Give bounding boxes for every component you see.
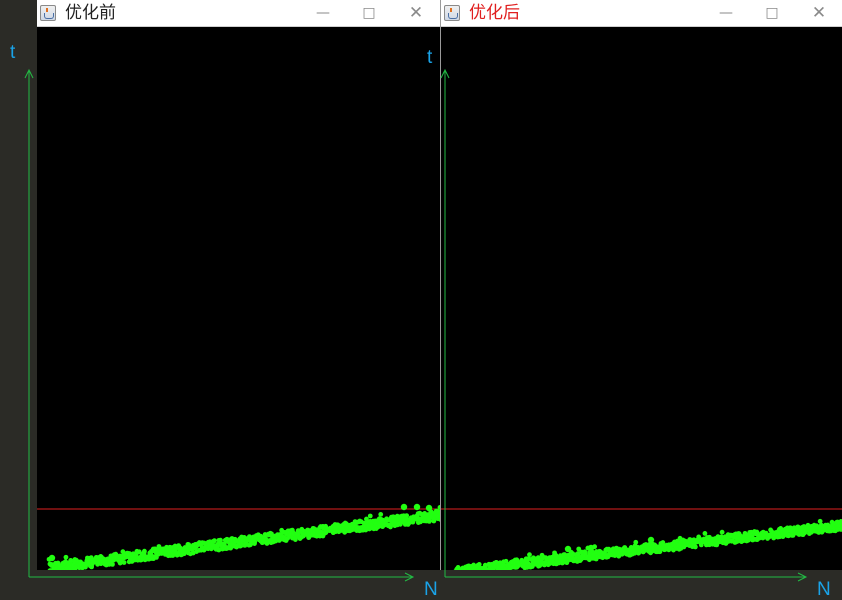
data-point xyxy=(413,503,421,511)
minimize-icon[interactable]: — xyxy=(719,5,733,21)
java-app-icon xyxy=(40,5,56,21)
titlebar[interactable]: 优化前 — □ ✕ xyxy=(37,0,440,27)
data-point xyxy=(476,562,482,567)
data-point xyxy=(647,536,655,544)
window-title: 优化后 xyxy=(469,3,520,23)
data-point xyxy=(110,561,115,567)
data-point xyxy=(769,529,775,534)
scatter-plot xyxy=(37,503,440,570)
window-before-optimization: 优化前 — □ ✕ xyxy=(37,0,441,570)
right-y-axis-label: t xyxy=(427,47,433,68)
data-point xyxy=(576,546,582,552)
data-point xyxy=(660,540,666,545)
data-point xyxy=(400,503,408,511)
data-point xyxy=(426,518,432,524)
right-x-axis-label: N xyxy=(817,579,831,600)
data-point xyxy=(48,554,56,562)
left-x-axis-label: N xyxy=(424,579,438,600)
left-y-axis-arrow xyxy=(24,68,34,79)
data-point xyxy=(68,558,74,563)
data-point xyxy=(252,539,258,545)
maximize-icon[interactable]: □ xyxy=(362,5,376,21)
data-point xyxy=(503,558,509,564)
data-point xyxy=(438,510,440,516)
data-point xyxy=(527,552,532,558)
left-y-axis-label: t xyxy=(10,42,16,63)
data-point xyxy=(702,531,708,536)
data-point xyxy=(404,513,410,518)
close-icon[interactable]: ✕ xyxy=(811,3,827,23)
data-point xyxy=(211,538,217,544)
data-point xyxy=(425,504,433,512)
data-point xyxy=(367,513,373,519)
data-point xyxy=(438,517,440,522)
left-x-axis-arrow xyxy=(404,572,415,582)
data-point xyxy=(63,554,69,560)
titlebar[interactable]: 优化后 — □ ✕ xyxy=(441,0,842,27)
plot-area xyxy=(441,27,842,570)
data-point xyxy=(142,548,147,554)
minimize-icon[interactable]: — xyxy=(316,5,330,21)
data-point xyxy=(410,519,416,525)
data-point xyxy=(754,529,760,535)
data-point xyxy=(437,504,440,510)
data-point xyxy=(692,544,698,550)
data-point xyxy=(817,518,823,524)
window-after-optimization: 优化后 — □ ✕ xyxy=(441,0,842,570)
data-point xyxy=(564,545,572,553)
scatter-plot xyxy=(441,508,842,570)
data-point xyxy=(121,560,127,565)
right-x-axis-arrow xyxy=(797,572,808,582)
maximize-icon[interactable]: □ xyxy=(765,5,779,21)
data-point xyxy=(839,522,842,527)
data-point xyxy=(719,529,725,535)
data-point xyxy=(814,523,820,529)
data-point xyxy=(378,511,384,517)
java-app-icon xyxy=(444,5,460,21)
window-title: 优化前 xyxy=(65,3,116,23)
close-icon[interactable]: ✕ xyxy=(408,3,424,23)
plot-area xyxy=(37,27,440,570)
data-point xyxy=(587,544,595,552)
